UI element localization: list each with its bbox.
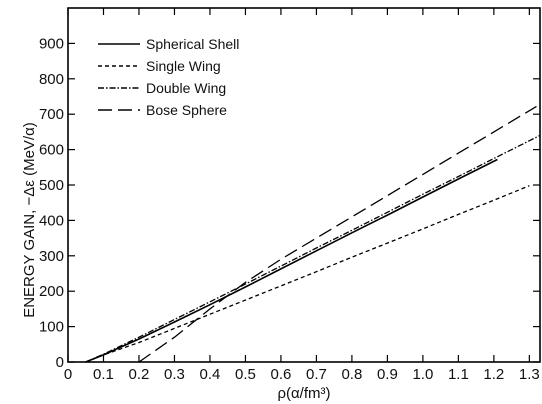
x-tick-label: 1.2 <box>483 366 504 383</box>
x-tick-label: 0.2 <box>129 366 150 383</box>
x-tick-label: 0.6 <box>271 366 292 383</box>
y-tick-label: 600 <box>39 142 64 159</box>
x-tick-label: 0.8 <box>341 366 362 383</box>
x-tick-label: 1.1 <box>448 366 469 383</box>
y-tick-label: 900 <box>39 35 64 52</box>
x-tick-label: 0.3 <box>164 366 185 383</box>
y-tick-label: 0 <box>56 354 64 371</box>
series-line-double-wing <box>85 134 541 363</box>
series-line-bose-sphere <box>138 105 537 363</box>
y-tick-label: 200 <box>39 283 64 300</box>
x-tick-label: 0.7 <box>306 366 327 383</box>
y-axis-label: ENERGY GAIN, −Δε (MeV/α) <box>21 122 38 318</box>
legend-label: Spherical Shell <box>146 36 239 52</box>
x-tick-label: 0.5 <box>235 366 256 383</box>
y-tick-label: 100 <box>39 319 64 336</box>
legend-label: Double Wing <box>146 80 226 96</box>
x-axis-label: ρ(α/fm³) <box>277 385 330 402</box>
y-tick-label: 300 <box>39 248 64 265</box>
y-tick-label: 500 <box>39 177 64 194</box>
x-tick-label: 0.9 <box>377 366 398 383</box>
y-tick-label: 400 <box>39 212 64 229</box>
x-tick-label: 0 <box>64 366 72 383</box>
legend-label: Single Wing <box>146 58 221 74</box>
x-tick-label: 0.1 <box>93 366 114 383</box>
series-line-spherical-shell <box>85 158 498 363</box>
x-tick-label: 1.0 <box>412 366 433 383</box>
y-tick-label: 800 <box>39 71 64 88</box>
x-tick-label: 0.4 <box>200 366 221 383</box>
series-line-single-wing <box>85 185 530 363</box>
legend-label: Bose Sphere <box>146 102 227 118</box>
x-tick-label: 1.3 <box>519 366 540 383</box>
plot-frame <box>67 7 541 363</box>
y-tick-label: 700 <box>39 106 64 123</box>
